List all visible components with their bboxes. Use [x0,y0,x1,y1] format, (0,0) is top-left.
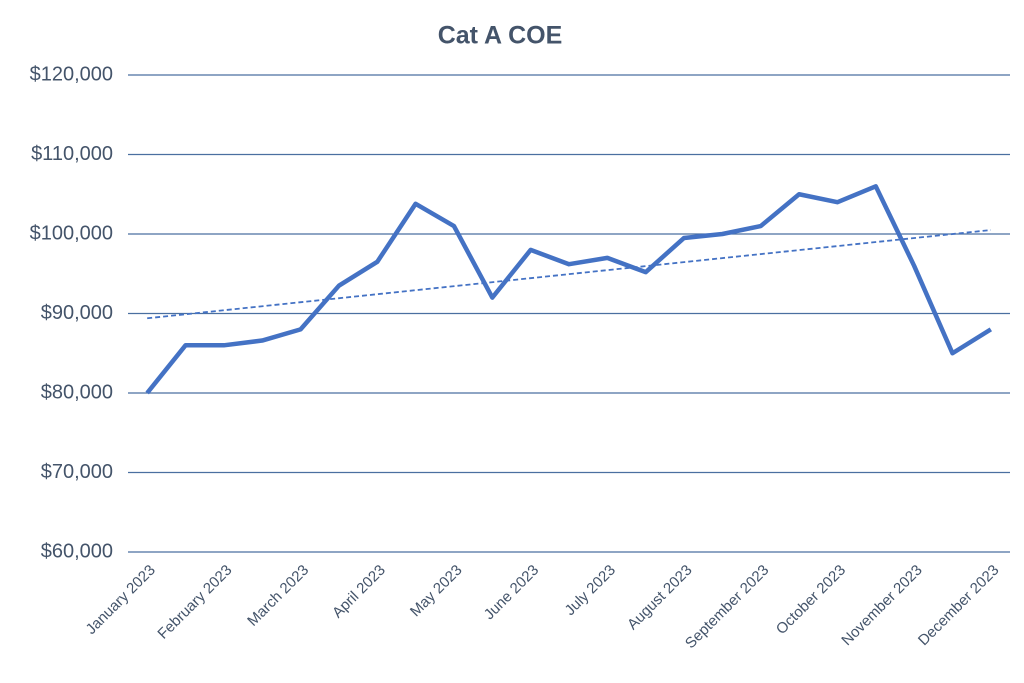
x-tick-label: October 2023 [773,562,849,638]
x-tick-label: February 2023 [154,562,235,643]
data-line [145,184,993,395]
y-tick-label: $80,000 [41,381,113,403]
y-tick-label: $100,000 [30,222,113,244]
x-tick-label: April 2023 [329,562,389,622]
y-tick-label: $70,000 [41,461,113,483]
x-tick-label: December 2023 [915,562,1002,649]
x-tick-label: August 2023 [624,562,696,634]
chart-title: Cat A COE [438,22,563,50]
x-tick-label: September 2023 [682,562,772,652]
y-tick-label: $90,000 [41,302,113,324]
x-tick-label: May 2023 [407,562,466,621]
y-tick-label: $60,000 [41,540,113,562]
y-tick-label: $120,000 [30,63,113,85]
y-tick-label: $110,000 [31,143,113,165]
x-tick-label: January 2023 [83,562,159,638]
trend-line [147,229,991,320]
x-tick-label: July 2023 [562,562,619,619]
x-tick-label: March 2023 [244,562,312,630]
x-tick-label: November 2023 [838,562,925,649]
x-tick-label: June 2023 [481,562,543,624]
